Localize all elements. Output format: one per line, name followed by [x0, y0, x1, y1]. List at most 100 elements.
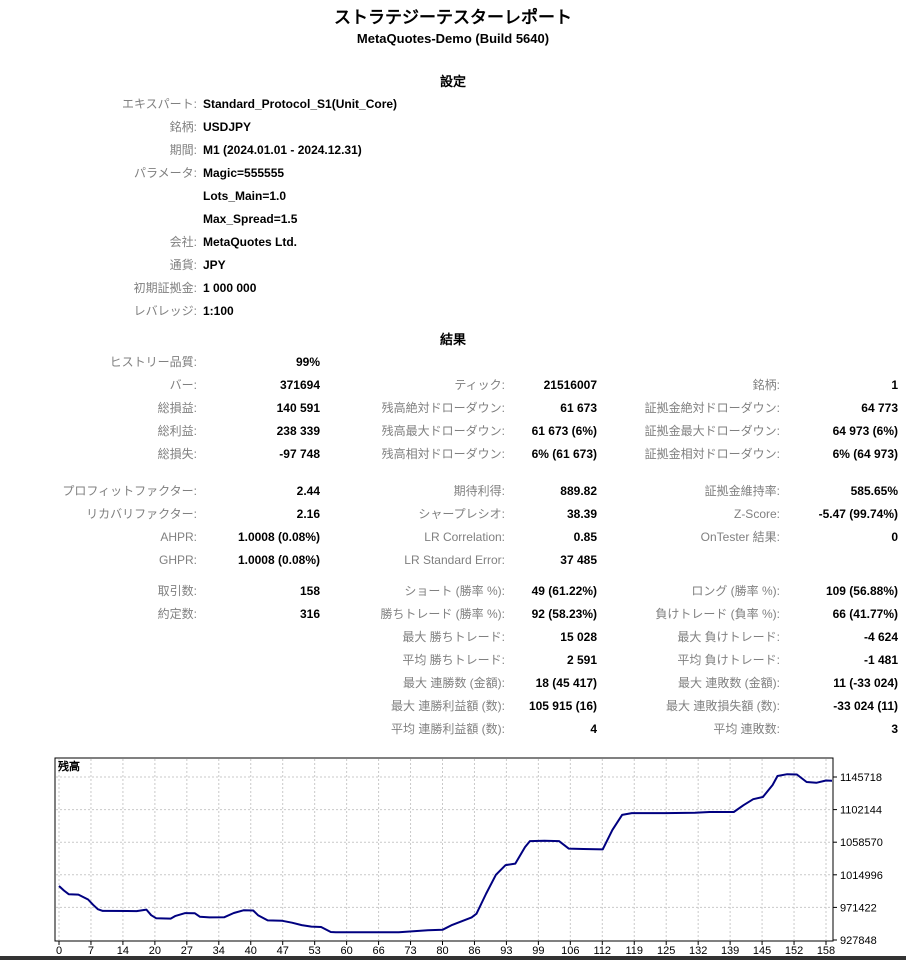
result-label: シャープレシオ:: [418, 507, 505, 521]
setting-value: Lots_Main=1.0: [203, 189, 287, 203]
report-subtitle: MetaQuotes-Demo (Build 5640): [356, 31, 550, 46]
result-label: ヒストリー品質:: [109, 355, 197, 369]
setting-label: 会社:: [169, 235, 197, 249]
setting-value: 1:100: [203, 304, 234, 318]
y-axis-label: 1102144: [840, 805, 882, 817]
result-label: 負けトレード (負率 %):: [655, 607, 780, 621]
result-label: ティック:: [454, 378, 505, 392]
result-value: 37 485: [560, 553, 597, 567]
result-value: [780, 549, 898, 572]
results-header: 結果: [439, 332, 466, 347]
balance-line: [58, 773, 832, 934]
results-block-1: ヒストリー品質: 99% バー: 371694 ティック: 21516007 銘柄: 1 総損益…: [0, 351, 898, 466]
setting-label: レバレッジ:: [133, 304, 197, 318]
result-value: [780, 351, 898, 374]
results-row: 平均 勝ちトレード: 2 591 平均 負けトレード: -1 481: [0, 649, 898, 672]
settings-row: 期間: M1 (2024.01.01 - 2024.12.31): [0, 139, 897, 162]
result-value: 64 773: [861, 401, 898, 415]
x-axis-label: 0: [56, 945, 62, 957]
result-label: [597, 351, 780, 374]
result-value: [197, 718, 320, 741]
result-value: -1 481: [863, 653, 898, 667]
results-row: AHPR: 1.0008 (0.08%) LR Correlation: 0.85 On…: [0, 526, 898, 549]
result-label: 平均 連勝利益額 (数):: [391, 722, 505, 736]
setting-label: 銘柄:: [169, 120, 197, 134]
x-axis-label: 139: [721, 945, 739, 957]
result-value: [505, 351, 597, 374]
result-value: 15 028: [560, 630, 597, 644]
setting-label: [0, 208, 197, 231]
result-value: 140 591: [276, 401, 320, 415]
result-value: 3: [891, 722, 898, 736]
result-label: 総利益:: [157, 424, 197, 438]
result-label: 勝ちトレード (勝率 %):: [380, 607, 505, 621]
result-label: [0, 718, 197, 741]
x-axis-label: 132: [689, 945, 707, 957]
x-axis-label: 66: [372, 945, 384, 957]
result-value: 0: [891, 530, 898, 544]
result-value: 1.0008 (0.08%): [237, 553, 320, 567]
results-row: 総利益: 238 339 残高最大ドローダウン: 61 673 (6%) 証拠金最大ドロ…: [0, 420, 898, 443]
settings-row: 会社: MetaQuotes Ltd.: [0, 231, 897, 254]
result-value: -5.47 (99.74%): [818, 507, 898, 521]
x-axis-label: 93: [500, 945, 512, 957]
setting-value: Standard_Protocol_S1(Unit_Core): [203, 97, 398, 111]
result-value: 238 339: [276, 424, 320, 438]
setting-label: 通貨:: [169, 258, 197, 272]
result-label: 総損益:: [157, 401, 197, 415]
result-label: [0, 695, 197, 718]
result-label: 残高絶対ドローダウン:: [381, 401, 505, 415]
result-label: ロング (勝率 %):: [691, 584, 780, 598]
result-label: 最大 連勝数 (金額):: [403, 676, 505, 690]
settings-row: Lots_Main=1.0: [0, 185, 897, 208]
result-label: GHPR:: [158, 553, 197, 567]
result-value: 4: [590, 722, 597, 736]
results-row: 約定数: 316 勝ちトレード (勝率 %): 92 (58.23%) 負けトレード (…: [0, 603, 898, 626]
x-axis-label: 40: [245, 945, 257, 957]
results-row: 平均 連勝利益額 (数): 4 平均 連敗数: 3: [0, 718, 898, 741]
results-row: 取引数: 158 ショート (勝率 %): 49 (61.22%) ロング (勝率 %)…: [0, 580, 898, 603]
result-label: プロフィットファクター:: [62, 484, 197, 498]
x-axis-label: 14: [117, 945, 129, 957]
result-label: LR Standard Error:: [404, 553, 505, 567]
result-label: 平均 負けトレード:: [677, 653, 780, 667]
result-value: 66 (41.77%): [832, 607, 898, 621]
settings-row: エキスパート: Standard_Protocol_S1(Unit_Core): [0, 93, 897, 116]
settings-row: レバレッジ: 1:100: [0, 300, 897, 323]
x-axis-label: 34: [213, 945, 225, 957]
result-label: [0, 626, 197, 649]
results-row: バー: 371694 ティック: 21516007 銘柄: 1: [0, 374, 898, 397]
results-row: リカバリファクター: 2.16 シャープレシオ: 38.39 Z-Score: -5.47…: [0, 503, 898, 526]
settings-row: 銘柄: USDJPY: [0, 116, 897, 139]
result-value: 585.65%: [850, 484, 898, 498]
result-value: 99%: [295, 355, 320, 369]
results-row: プロフィットファクター: 2.44 期待利得: 889.82 証拠金維持率: 585.65…: [0, 480, 898, 503]
chart-title: 残高: [58, 759, 80, 773]
report-title: ストラテジーテスターレポート: [334, 8, 572, 27]
x-axis-label: 80: [436, 945, 448, 957]
result-label: 平均 連敗数:: [713, 722, 780, 736]
x-axis-label: 119: [625, 945, 643, 957]
result-value: 105 915 (16): [528, 699, 597, 713]
results-row: GHPR: 1.0008 (0.08%) LR Standard Error: 37 …: [0, 549, 898, 572]
result-label: 最大 負けトレード:: [677, 630, 780, 644]
result-label: 最大 連敗数 (金額):: [678, 676, 780, 690]
result-label: 証拠金最大ドローダウン:: [644, 424, 780, 438]
chart-ticks: [58, 776, 837, 945]
result-label: [0, 672, 197, 695]
chart-plot-area: [54, 757, 834, 942]
results-block-3: 取引数: 158 ショート (勝率 %): 49 (61.22%) ロング (勝率 %)…: [0, 580, 898, 741]
result-label: 銘柄:: [752, 378, 780, 392]
result-label: 最大 勝ちトレード:: [402, 630, 505, 644]
results-row: 総損失: -97 748 残高相対ドローダウン: 6% (61 673) 証拠金相対ドロ…: [0, 443, 898, 466]
x-axis-label: 53: [309, 945, 321, 957]
x-axis-label: 73: [404, 945, 416, 957]
setting-label: [0, 185, 197, 208]
result-label: [597, 549, 780, 572]
result-label: 平均 勝ちトレード:: [402, 653, 505, 667]
result-label: 期待利得:: [453, 484, 505, 498]
result-value: 889.82: [560, 484, 597, 498]
x-axis-label: 47: [277, 945, 289, 957]
result-label: 証拠金絶対ドローダウン:: [644, 401, 780, 415]
result-value: 6% (61 673): [531, 447, 597, 461]
